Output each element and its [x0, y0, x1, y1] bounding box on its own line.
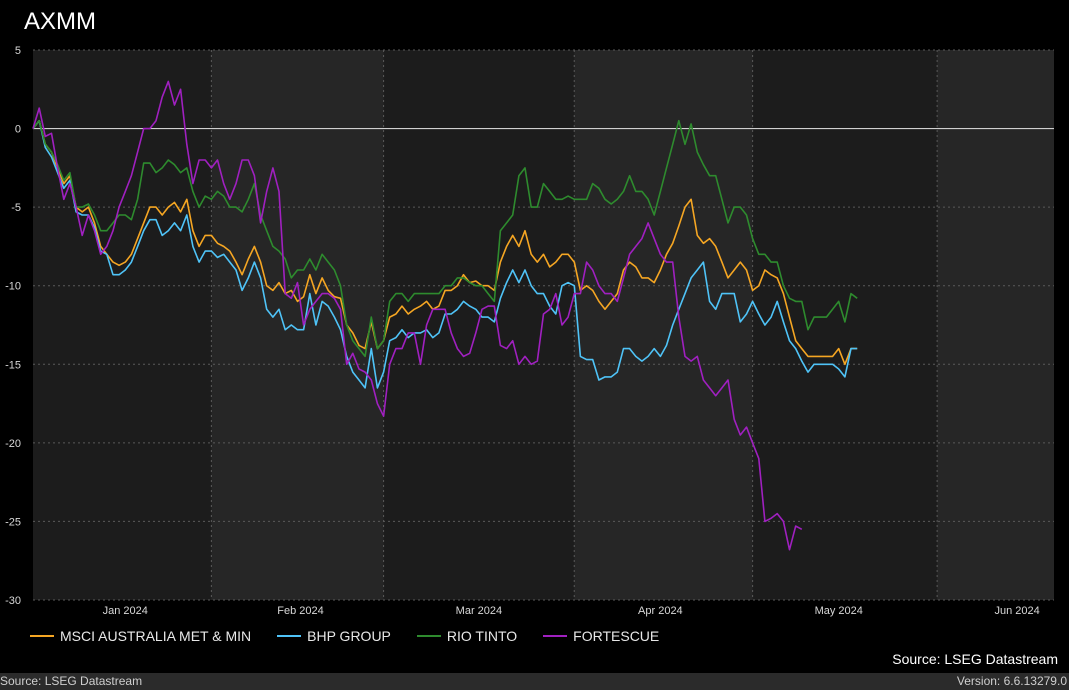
legend-label: RIO TINTO — [446, 628, 518, 644]
series-lines — [32, 80, 858, 551]
x-tick-label: May 2024 — [815, 605, 863, 617]
plot-area — [33, 50, 1054, 600]
month-band — [211, 50, 384, 600]
series-line — [32, 119, 858, 358]
legend-swatch — [277, 635, 302, 637]
y-tick-label: -25 — [5, 516, 21, 528]
y-tick-label: -30 — [5, 595, 21, 607]
legend: MSCI AUSTRALIA MET & MIN BHP GROUP RIO TIN… — [30, 626, 685, 646]
x-tick-label: Jan 2024 — [103, 605, 148, 617]
series-line — [32, 119, 858, 366]
legend-swatch — [30, 635, 54, 637]
month-band — [937, 50, 1054, 600]
grid-lines — [33, 49, 1054, 601]
x-tick-label: Feb 2024 — [277, 605, 323, 617]
y-tick-label: -20 — [5, 438, 21, 450]
status-bar: Source: LSEG Datastream Version: 6.6.132… — [0, 673, 1069, 690]
legend-item: BHP GROUP — [277, 628, 391, 644]
x-axis-ticks: Jan 2024 Feb 2024 Mar 2024 Apr 2024 May 2024… — [103, 605, 1040, 617]
legend-label: BHP GROUP — [307, 628, 391, 644]
line-chart: 5 0 -5 -10 -15 -20 -25 -30 Jan 2024 Feb 2024 Mar … — [5, 45, 1054, 617]
status-source: Source: LSEG Datastream — [0, 674, 143, 688]
y-tick-label: 0 — [15, 124, 21, 136]
legend-label: FORTESCUE — [573, 628, 660, 644]
legend-swatch — [416, 635, 441, 637]
chart-title: AXMM — [24, 8, 96, 35]
legend-item: RIO TINTO — [416, 628, 518, 644]
y-axis-ticks: 5 0 -5 -10 -15 -20 -25 -30 — [5, 45, 21, 607]
legend-item: FORTESCUE — [543, 628, 659, 644]
legend-label: MSCI AUSTRALIA MET & MIN — [60, 628, 252, 644]
source-note: Source: LSEG Datastream — [892, 651, 1058, 667]
y-tick-label: -10 — [5, 281, 21, 293]
plot-background — [33, 50, 1054, 600]
legend-swatch — [543, 635, 568, 637]
x-tick-label: Mar 2024 — [456, 605, 502, 617]
legend-item: MSCI AUSTRALIA MET & MIN — [30, 628, 251, 644]
x-tick-label: Jun 2024 — [994, 605, 1039, 617]
y-tick-label: -5 — [11, 202, 21, 214]
month-band — [574, 50, 753, 600]
y-tick-label: 5 — [15, 45, 21, 57]
status-version: Version: 6.6.13279.0 — [956, 674, 1067, 688]
series-line — [32, 80, 803, 551]
x-tick-label: Apr 2024 — [638, 605, 683, 617]
series-line — [32, 119, 858, 389]
y-tick-label: -15 — [5, 359, 21, 371]
